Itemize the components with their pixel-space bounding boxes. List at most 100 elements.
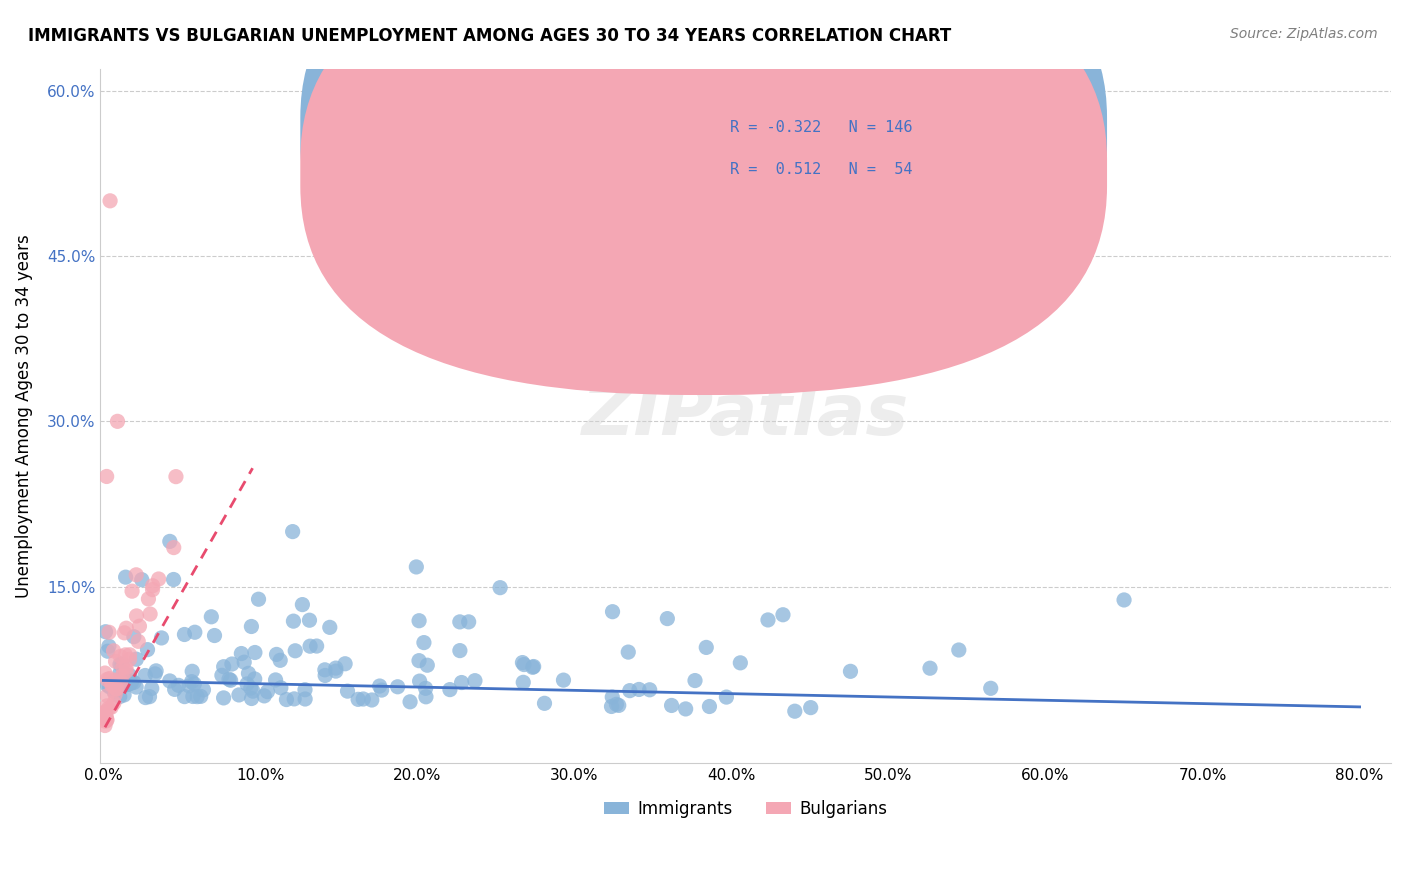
Immigrants (162, 573, 184, 587)
Immigrants (523, 659, 546, 673)
Immigrants (122, 630, 145, 644)
Immigrants (115, 677, 138, 691)
Immigrants (449, 643, 471, 657)
Immigrants (173, 627, 195, 641)
Immigrants (319, 620, 342, 634)
Immigrants (325, 664, 347, 678)
Immigrants (716, 690, 738, 704)
Bulgarians (114, 648, 136, 662)
Immigrants (183, 677, 205, 691)
Immigrants (118, 677, 141, 691)
Immigrants (314, 663, 336, 677)
Immigrants (120, 673, 142, 688)
Bulgarians (107, 414, 129, 428)
Bulgarians (127, 634, 149, 648)
Immigrants (413, 635, 436, 649)
Immigrants (98, 680, 121, 694)
Immigrants (675, 702, 697, 716)
Bulgarians (111, 660, 134, 674)
Immigrants (1112, 593, 1135, 607)
Bulgarians (98, 625, 121, 640)
Immigrants (163, 682, 186, 697)
Immigrants (522, 660, 544, 674)
Immigrants (143, 666, 166, 681)
Immigrants (242, 684, 264, 698)
Immigrants (125, 652, 148, 666)
Immigrants (204, 628, 226, 642)
Immigrants (270, 681, 292, 695)
Immigrants (212, 659, 235, 673)
Immigrants (239, 681, 262, 695)
FancyBboxPatch shape (662, 96, 1101, 214)
Immigrants (125, 680, 148, 694)
Immigrants (120, 675, 142, 690)
Immigrants (115, 678, 138, 692)
Immigrants (108, 690, 131, 704)
Immigrants (167, 678, 190, 692)
Immigrants (661, 698, 683, 713)
Bulgarians (165, 469, 187, 483)
Y-axis label: Unemployment Among Ages 30 to 34 years: Unemployment Among Ages 30 to 34 years (15, 234, 32, 598)
Immigrants (103, 684, 125, 698)
Immigrants (399, 695, 422, 709)
Immigrants (533, 696, 555, 710)
Immigrants (240, 619, 263, 633)
Bulgarians (94, 708, 117, 723)
Bulgarians (97, 701, 120, 715)
Immigrants (325, 661, 347, 675)
Bulgarians (104, 673, 127, 688)
Immigrants (112, 688, 135, 702)
Immigrants (457, 615, 479, 629)
Bulgarians (98, 194, 121, 208)
Immigrants (298, 613, 321, 627)
Immigrants (489, 581, 512, 595)
Immigrants (96, 678, 118, 692)
Text: R = -0.322   N = 146: R = -0.322 N = 146 (730, 120, 912, 135)
Bulgarians (94, 718, 117, 732)
Immigrants (314, 668, 336, 682)
Immigrants (333, 657, 356, 671)
Immigrants (118, 668, 141, 682)
Immigrants (114, 570, 136, 584)
Immigrants (370, 683, 392, 698)
Immigrants (236, 677, 259, 691)
Immigrants (627, 682, 650, 697)
Immigrants (699, 699, 721, 714)
Immigrants (264, 673, 287, 687)
Immigrants (136, 642, 159, 657)
Immigrants (783, 704, 806, 718)
Immigrants (294, 692, 316, 706)
Bulgarians (105, 681, 128, 696)
Bulgarians (98, 672, 121, 686)
Immigrants (240, 691, 263, 706)
Text: Source: ZipAtlas.com: Source: ZipAtlas.com (1230, 27, 1378, 41)
Bulgarians (101, 677, 124, 691)
Bulgarians (142, 579, 165, 593)
Immigrants (291, 598, 314, 612)
Bulgarians (96, 469, 118, 483)
Bulgarians (128, 619, 150, 633)
FancyBboxPatch shape (301, 0, 1107, 353)
Immigrants (186, 690, 208, 704)
Immigrants (347, 692, 370, 706)
Text: IMMIGRANTS VS BULGARIAN UNEMPLOYMENT AMONG AGES 30 TO 34 YEARS CORRELATION CHART: IMMIGRANTS VS BULGARIAN UNEMPLOYMENT AMO… (28, 27, 952, 45)
Bulgarians (115, 621, 138, 635)
Immigrants (449, 615, 471, 629)
Immigrants (228, 688, 250, 702)
Bulgarians (94, 666, 117, 681)
Immigrants (184, 625, 207, 640)
Immigrants (276, 692, 298, 706)
Immigrants (243, 672, 266, 686)
Immigrants (683, 673, 706, 688)
Bulgarians (103, 676, 125, 690)
Bulgarians (112, 625, 135, 640)
Bulgarians (142, 582, 165, 597)
Bulgarians (139, 607, 162, 621)
Bulgarians (96, 710, 118, 724)
Immigrants (181, 665, 204, 679)
Bulgarians (96, 673, 118, 687)
Immigrants (512, 675, 534, 690)
Bulgarians (110, 676, 132, 690)
Immigrants (408, 674, 430, 689)
Bulgarians (94, 714, 117, 729)
